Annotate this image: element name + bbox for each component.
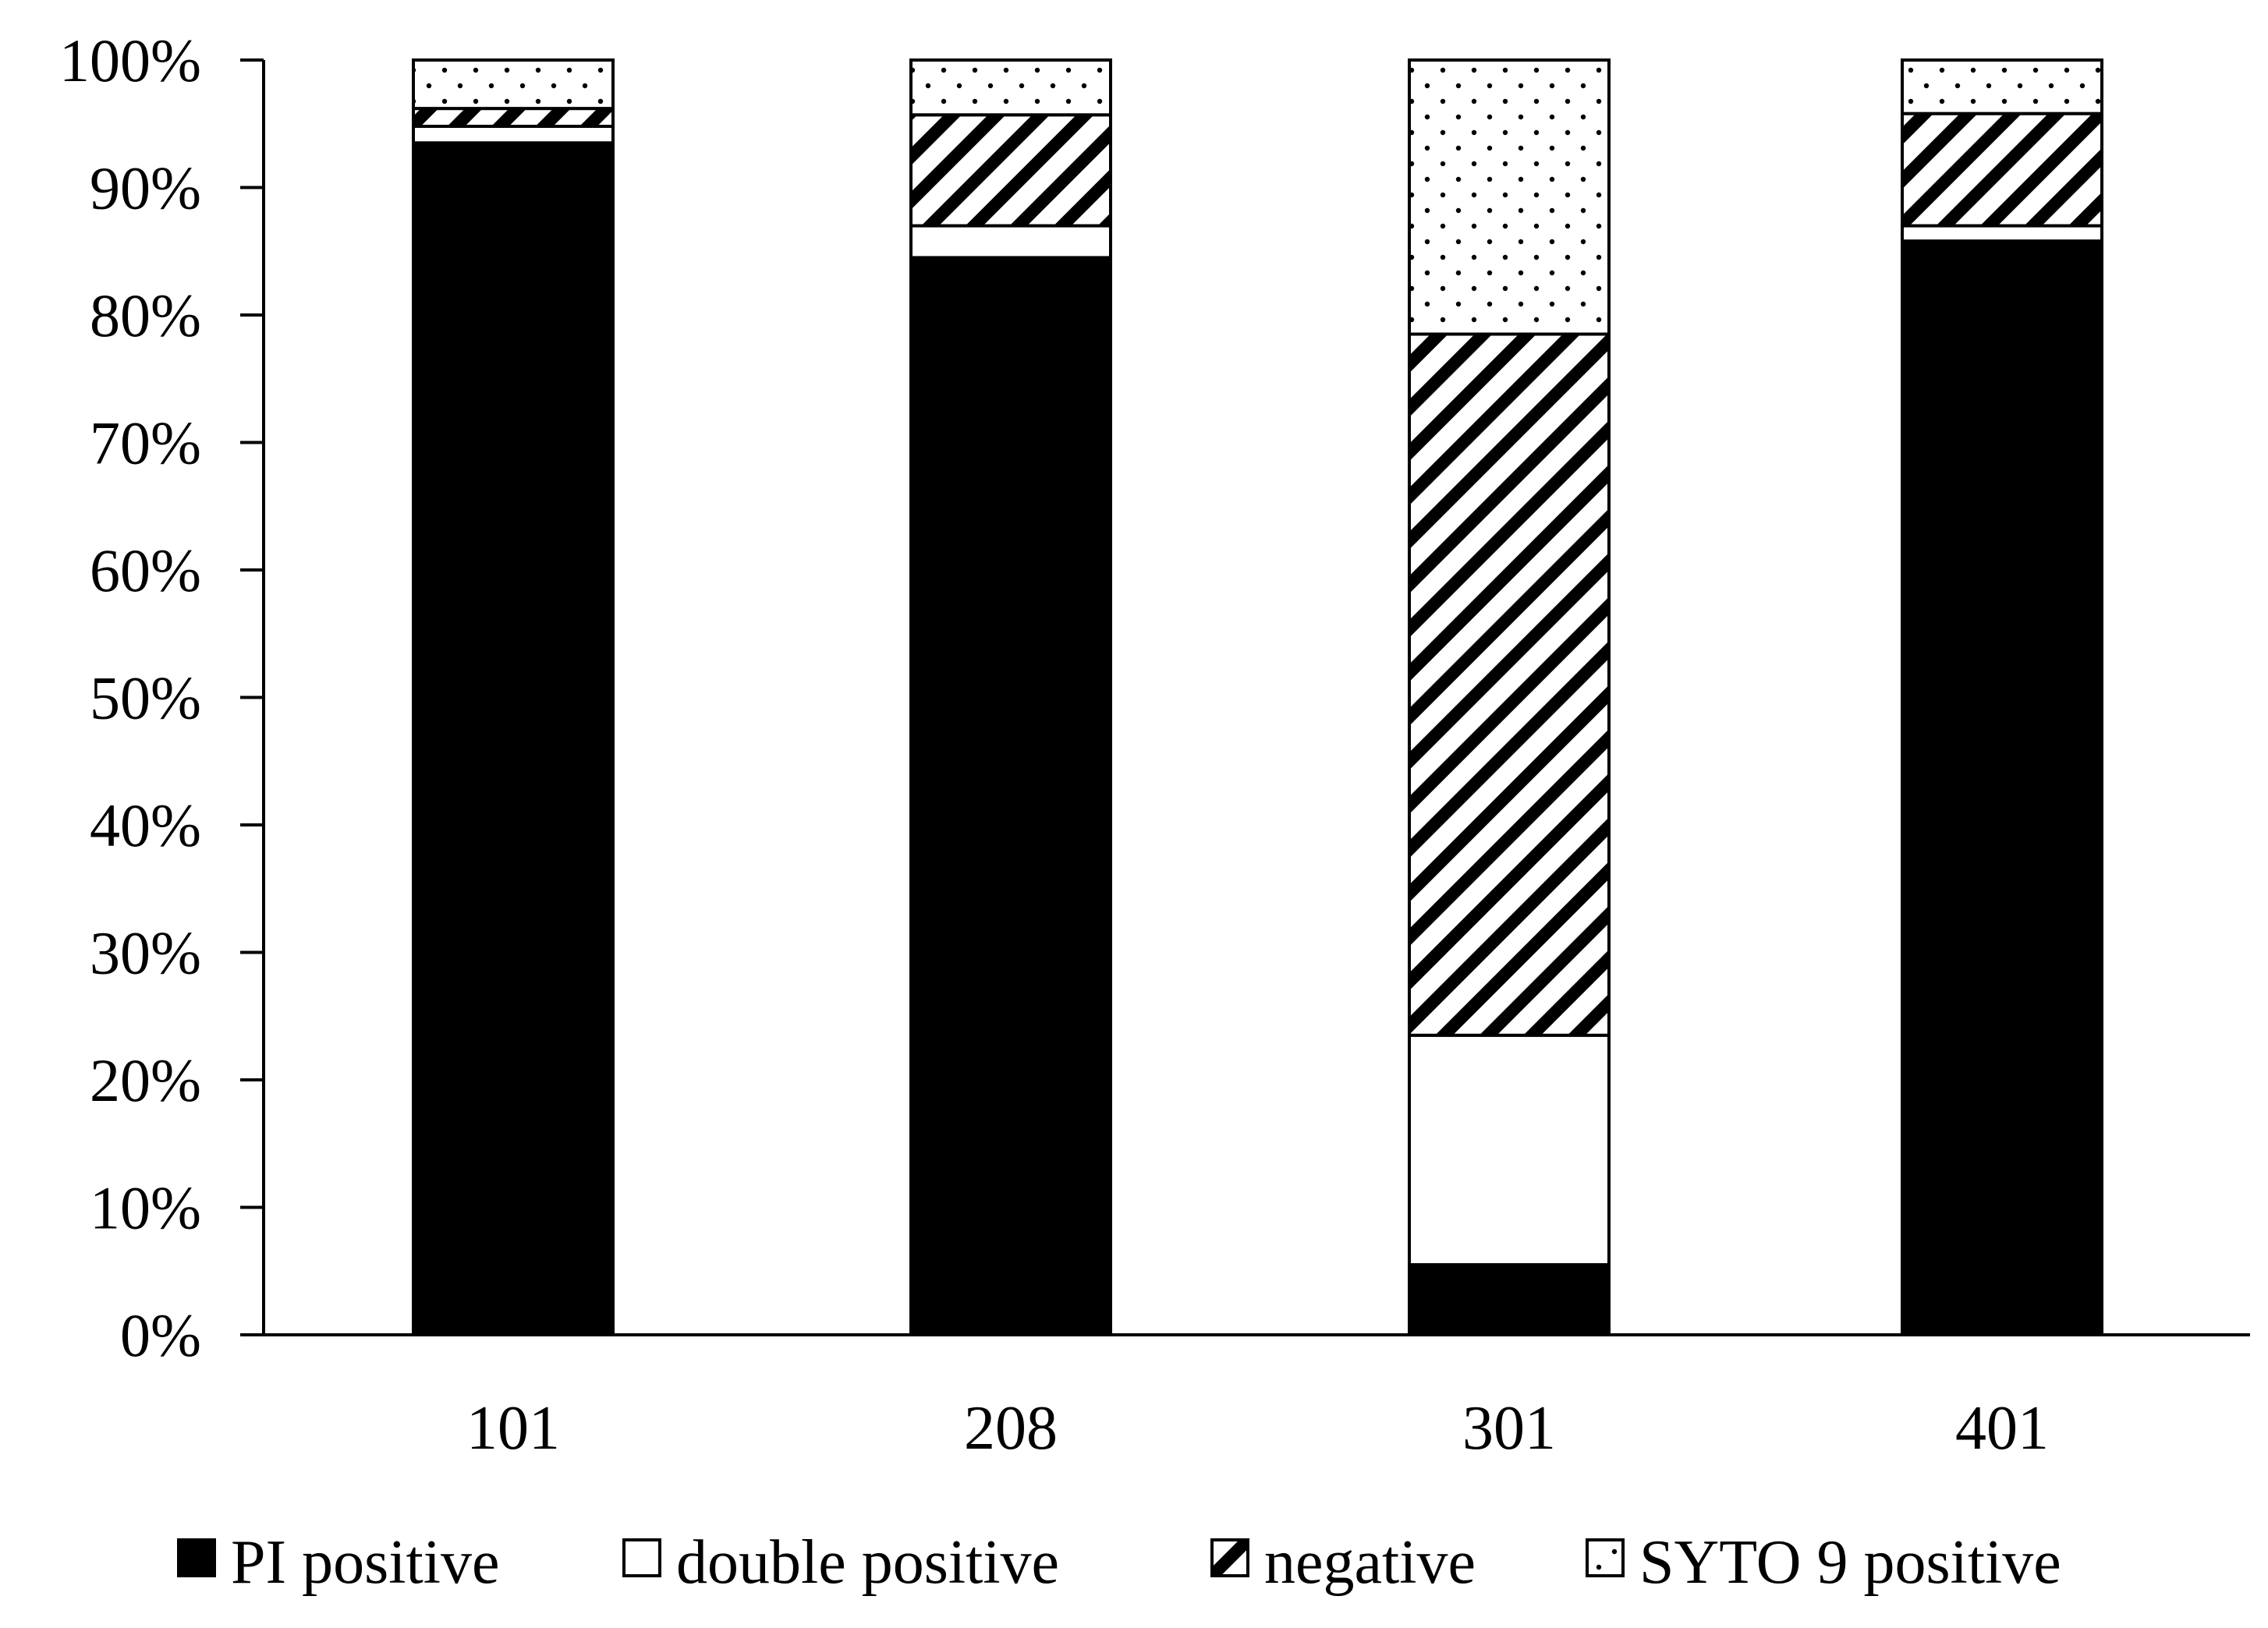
y-tick-label: 100%: [59, 27, 201, 94]
bar-segment-pi-positive: [1901, 239, 2103, 1336]
bar-segment-pi-positive: [1408, 1263, 1611, 1336]
legend-swatch: [1586, 1538, 1625, 1577]
x-tick-label: 208: [964, 1394, 1058, 1463]
x-tick-label: 401: [1955, 1394, 2049, 1463]
bar-stack-208: [909, 58, 1112, 1336]
bar-stacks: [412, 58, 2103, 1336]
legend-swatch: [177, 1538, 216, 1577]
bar-segment-syto-9-positive: [909, 58, 1112, 117]
bar-segment-syto-9-positive: [1408, 58, 1611, 336]
legend-label: SYTO 9 positive: [1639, 1528, 2061, 1597]
y-tick-label: 80%: [90, 281, 201, 349]
bar-segment-negative: [1901, 111, 2103, 228]
y-tick-label: 0%: [120, 1301, 201, 1369]
legend: PI positive double positive negative SYTO 9…: [177, 1528, 2061, 1597]
bar-stack-101: [412, 58, 615, 1336]
bar-segment-pi-positive: [909, 256, 1112, 1336]
bar-segment-double-positive: [412, 125, 615, 145]
axes: [240, 60, 2250, 1336]
legend-item-syto-9-positive: SYTO 9 positive: [1586, 1528, 2061, 1597]
bar-segment-negative: [412, 107, 615, 129]
bar-stack-401: [1901, 58, 2103, 1336]
legend-swatch: [1210, 1538, 1249, 1577]
bar-segment-double-positive: [909, 224, 1112, 260]
legend-swatch: [622, 1538, 661, 1577]
legend-item-double-positive: double positive: [622, 1528, 1059, 1597]
y-tick-label: 40%: [90, 791, 201, 859]
legend-label: negative: [1264, 1528, 1476, 1597]
bar-segment-double-positive: [1901, 224, 2103, 243]
y-tick-label: 70%: [90, 409, 201, 477]
y-tick-label: 20%: [90, 1046, 201, 1114]
x-tick-label: 301: [1462, 1394, 1556, 1463]
y-tick-label: 90%: [90, 154, 201, 222]
x-axis-category-labels: 101 208 301 401: [466, 1394, 2049, 1463]
legend-item-negative: negative: [1210, 1528, 1476, 1597]
legend-label: PI positive: [231, 1528, 499, 1597]
bar-stack-301: [1408, 58, 1611, 1336]
bar-segment-syto-9-positive: [412, 58, 615, 111]
x-tick-label: 101: [466, 1394, 560, 1463]
legend-item-pi-positive: PI positive: [177, 1528, 499, 1597]
bar-segment-negative: [1408, 332, 1611, 1037]
bar-segment-double-positive: [1408, 1033, 1611, 1267]
y-tick-label: 50%: [90, 664, 201, 732]
bar-segment-pi-positive: [412, 141, 615, 1336]
y-tick-label: 60%: [90, 536, 201, 604]
y-tick-label: 10%: [90, 1174, 201, 1242]
legend-label: double positive: [676, 1528, 1059, 1597]
y-tick-label: 30%: [90, 919, 201, 987]
y-axis-ticks: 0% 10% 20% 30% 40% 50% 60% 70% 80% 90% 100%: [59, 27, 264, 1369]
bar-segment-negative: [909, 113, 1112, 228]
bar-segment-syto-9-positive: [1901, 58, 2103, 115]
